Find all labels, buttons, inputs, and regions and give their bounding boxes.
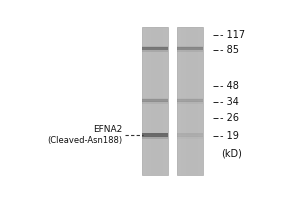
Bar (177, 99, 203, 102)
Bar (142, 133, 168, 137)
Text: - 34: - 34 (220, 97, 239, 107)
Bar (177, 133, 203, 137)
Text: (Cleaved-Asn188): (Cleaved-Asn188) (47, 136, 122, 145)
Bar (177, 47, 203, 50)
Bar (159, 27, 164, 175)
Bar (177, 27, 203, 175)
Text: - 117: - 117 (220, 30, 245, 40)
Bar (194, 27, 198, 175)
Bar (142, 50, 168, 52)
Bar (155, 27, 159, 175)
Bar (142, 99, 168, 102)
Bar (198, 27, 203, 175)
Bar (142, 27, 168, 175)
Bar (142, 98, 168, 100)
Text: (kD): (kD) (221, 148, 242, 158)
Bar (142, 101, 168, 104)
Text: - 26: - 26 (220, 113, 239, 123)
Bar (146, 27, 151, 175)
Text: EFNA2: EFNA2 (93, 125, 122, 134)
Bar (177, 133, 203, 135)
Bar (185, 27, 190, 175)
Text: - 85: - 85 (220, 45, 239, 55)
Bar (142, 47, 168, 50)
Text: - 48: - 48 (220, 81, 239, 91)
Bar (177, 50, 203, 52)
Bar (142, 27, 146, 175)
Bar (142, 136, 168, 139)
Bar (177, 46, 203, 48)
Bar (164, 27, 168, 175)
Bar (177, 98, 203, 100)
Bar (177, 101, 203, 104)
Bar (181, 27, 185, 175)
Bar (177, 136, 203, 139)
Bar (142, 133, 168, 135)
Bar (177, 27, 181, 175)
Bar (142, 46, 168, 48)
Bar (190, 27, 194, 175)
Bar (151, 27, 155, 175)
Text: - 19: - 19 (220, 131, 239, 141)
